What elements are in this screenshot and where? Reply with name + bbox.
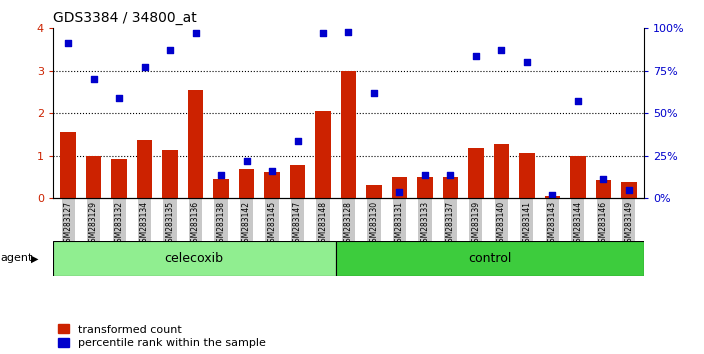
Point — [318, 30, 329, 35]
Bar — [290, 165, 305, 198]
Text: GDS3384 / 34800_at: GDS3384 / 34800_at — [53, 11, 196, 25]
Point — [394, 189, 405, 195]
Bar — [341, 71, 356, 198]
Text: ▶: ▶ — [31, 253, 39, 263]
Bar — [265, 172, 279, 198]
Point — [521, 59, 532, 65]
Point — [292, 138, 303, 144]
Point — [470, 53, 482, 59]
Bar — [443, 177, 458, 198]
Point — [445, 172, 456, 178]
Point — [63, 40, 74, 46]
Point — [368, 90, 379, 96]
Bar — [520, 153, 534, 198]
Point — [88, 76, 99, 82]
Bar — [570, 156, 586, 198]
Point — [165, 47, 176, 52]
Point — [241, 158, 252, 164]
Bar — [137, 139, 152, 198]
Point — [113, 96, 125, 101]
Bar — [188, 90, 203, 198]
Point — [215, 172, 227, 178]
Point — [190, 30, 201, 35]
Bar — [336, 241, 644, 276]
Bar — [61, 132, 76, 198]
Bar — [111, 159, 127, 198]
Bar — [494, 144, 509, 198]
Bar — [366, 185, 382, 198]
Bar — [86, 156, 101, 198]
Bar — [392, 177, 407, 198]
Bar — [239, 169, 254, 198]
Bar — [213, 179, 229, 198]
Bar — [545, 196, 560, 198]
Bar — [417, 177, 432, 198]
Point — [623, 187, 634, 193]
Point — [496, 47, 507, 52]
Point — [420, 172, 431, 178]
Bar — [53, 241, 336, 276]
Bar — [315, 111, 331, 198]
Point — [343, 29, 354, 35]
Bar — [621, 182, 636, 198]
Bar — [596, 181, 611, 198]
Point — [572, 98, 584, 103]
Text: control: control — [468, 252, 512, 265]
Point — [266, 168, 277, 173]
Bar — [163, 150, 177, 198]
Bar — [468, 148, 484, 198]
Point — [139, 64, 150, 69]
Text: celecoxib: celecoxib — [165, 252, 224, 265]
Text: agent: agent — [1, 253, 33, 263]
Point — [547, 192, 558, 198]
Point — [598, 176, 609, 182]
Legend: transformed count, percentile rank within the sample: transformed count, percentile rank withi… — [58, 324, 266, 348]
